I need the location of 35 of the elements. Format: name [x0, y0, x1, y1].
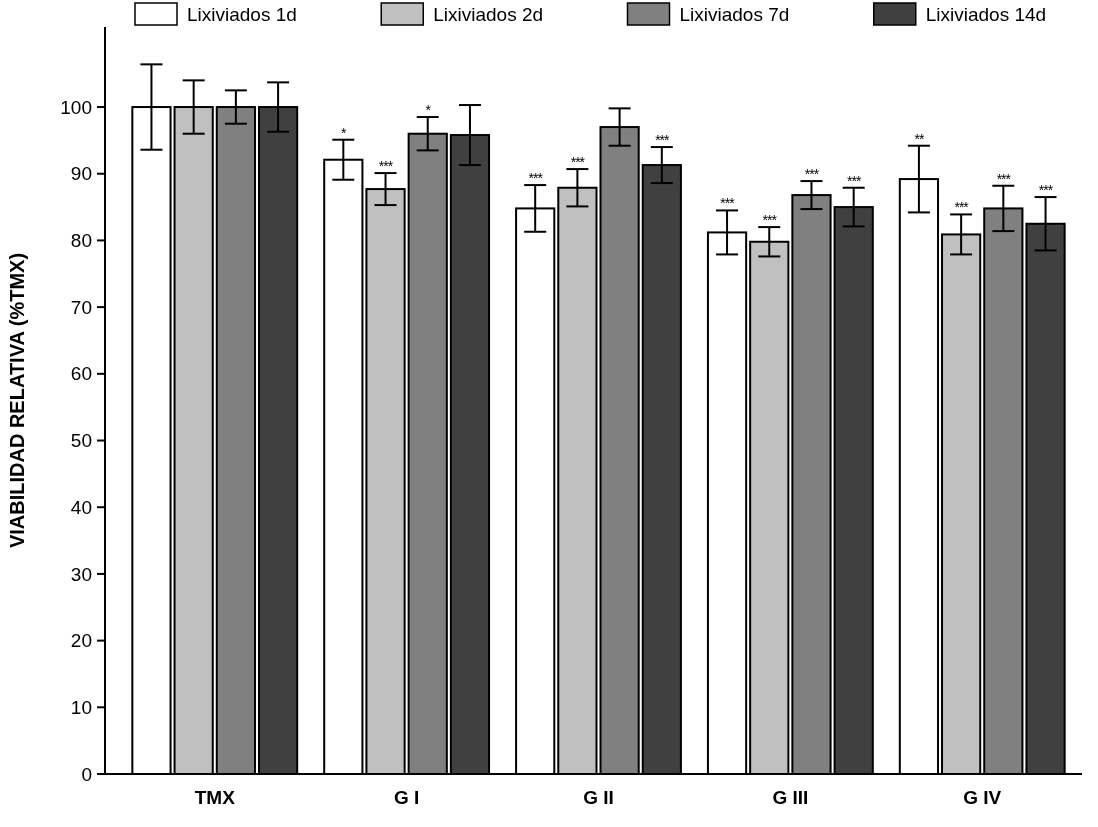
- data-label: ***: [378, 158, 394, 175]
- legend-label: Lixiviados 1d: [187, 3, 297, 25]
- data-label: ***: [720, 195, 736, 212]
- data-label: ***: [762, 212, 778, 229]
- y-tick-label: 60: [70, 363, 92, 385]
- data-label: ***: [528, 170, 544, 187]
- data-label: ***: [996, 170, 1012, 187]
- data-label: ***: [655, 132, 671, 149]
- y-tick-label: 90: [70, 163, 92, 185]
- x-tick-label: G III: [772, 787, 809, 808]
- x-tick-label: G I: [393, 787, 420, 808]
- data-label: ***: [954, 199, 970, 216]
- y-tick-label: 70: [70, 296, 92, 318]
- y-tick-label: 0: [81, 763, 92, 785]
- x-tick-label: TMX: [194, 787, 236, 808]
- data-label: ***: [1038, 182, 1054, 199]
- data-label: *: [341, 124, 348, 141]
- y-tick-label: 20: [70, 630, 92, 652]
- legend-label: Lixiviados 7d: [679, 3, 790, 25]
- y-tick-label: 80: [70, 230, 92, 252]
- y-tick-label: 10: [70, 696, 92, 718]
- legend-label: Lixiviados 2d: [433, 3, 544, 25]
- legend-label: Lixiviados 14d: [925, 3, 1047, 25]
- x-tick-label: G II: [583, 787, 614, 808]
- y-tick-label: 100: [60, 96, 92, 118]
- y-tick-label: 30: [70, 563, 92, 585]
- y-tick-label: 40: [70, 496, 92, 518]
- x-tick-label: G IV: [963, 787, 1002, 808]
- y-axis-title: VIABILIDAD RELATIVA (%TMX): [6, 252, 28, 549]
- data-label: ***: [570, 154, 586, 171]
- data-label: ***: [847, 172, 862, 189]
- data-label: ***: [804, 166, 820, 183]
- data-label: *: [425, 102, 432, 119]
- data-label: **: [914, 130, 925, 147]
- y-tick-label: 50: [70, 430, 92, 452]
